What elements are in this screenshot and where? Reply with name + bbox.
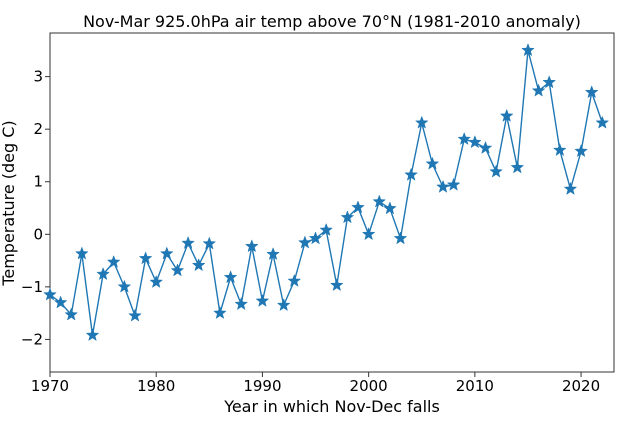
data-point: [308, 231, 323, 245]
data-point: [351, 200, 365, 214]
series-temperature: [43, 43, 610, 342]
data-point: [468, 135, 482, 149]
data-point: [287, 273, 302, 287]
data-point: [552, 142, 567, 157]
data-point: [499, 108, 514, 122]
x-tick-label: 1970: [31, 377, 69, 395]
data-point: [106, 254, 121, 268]
data-point: [457, 131, 472, 145]
data-point: [489, 164, 503, 178]
y-axis: −2 −1 0 1 2 3: [21, 68, 50, 348]
plot-frame: [49, 32, 615, 373]
data-point: [244, 239, 259, 253]
data-point: [266, 247, 280, 261]
data-point: [425, 156, 440, 170]
data-point: [436, 179, 450, 193]
data-point: [542, 75, 557, 89]
data-point: [478, 140, 493, 154]
y-tick-label: −2: [21, 330, 43, 348]
data-point: [521, 43, 535, 57]
data-point: [383, 201, 397, 215]
data-point: [43, 287, 57, 301]
data-point: [574, 144, 588, 158]
data-point: [340, 210, 355, 224]
data-point: [298, 235, 312, 249]
data-point: [319, 222, 333, 236]
data-point: [223, 270, 238, 284]
y-tick-label: 2: [33, 120, 43, 138]
data-point: [595, 115, 610, 129]
data-point: [255, 293, 270, 307]
y-tick-label: 1: [33, 173, 43, 191]
data-point: [138, 251, 153, 265]
y-tick-label: −1: [21, 278, 43, 296]
data-point: [170, 263, 185, 277]
data-point: [510, 160, 525, 174]
data-point: [96, 266, 110, 281]
data-point: [531, 83, 546, 97]
x-tick-label: 2000: [350, 377, 388, 395]
y-axis-label: Temperature (deg C): [0, 120, 18, 286]
data-point: [446, 177, 461, 191]
data-point: [361, 227, 376, 241]
data-point: [128, 308, 142, 322]
x-tick-label: 1990: [243, 377, 281, 395]
x-tick-label: 2020: [562, 377, 600, 395]
x-tick-label: 2010: [456, 377, 494, 395]
data-point: [181, 235, 195, 250]
x-axis: 1970 1980 1990 2000 2010 2020: [31, 372, 600, 395]
data-point: [117, 279, 132, 293]
data-point: [202, 236, 217, 250]
y-tick-label: 3: [33, 68, 43, 86]
data-point: [85, 327, 100, 342]
data-point: [372, 194, 387, 208]
x-tick-label: 1980: [137, 377, 175, 395]
data-point: [191, 258, 206, 272]
series-line: [49, 50, 603, 336]
y-tick-label: 0: [33, 225, 43, 243]
data-point: [393, 231, 408, 245]
data-point: [75, 246, 89, 260]
data-point: [160, 246, 174, 260]
x-axis-label: Year in which Nov-Dec falls: [223, 397, 440, 416]
data-point: [234, 296, 249, 311]
data-point: [53, 295, 68, 309]
data-point: [584, 85, 599, 99]
chart-title: Nov-Mar 925.0hPa air temp above 70°N (19…: [83, 12, 581, 31]
data-point: [213, 305, 227, 319]
data-point: [563, 181, 578, 195]
data-point: [276, 298, 291, 312]
data-point: [329, 278, 344, 292]
data-point: [149, 274, 164, 288]
data-point: [404, 167, 418, 181]
data-point: [64, 307, 79, 321]
data-point: [414, 115, 429, 129]
